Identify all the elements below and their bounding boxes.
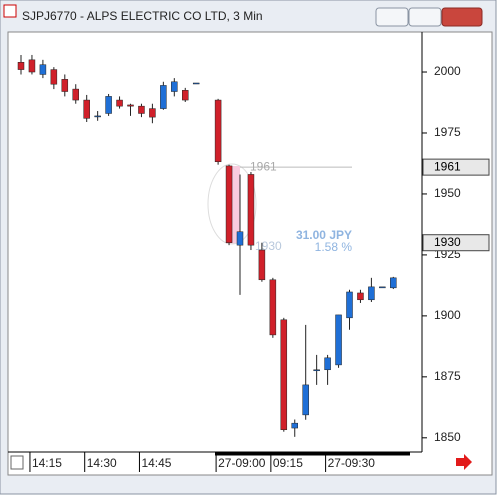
candle-body	[379, 286, 386, 289]
candle-body	[138, 105, 145, 114]
candle-body	[192, 82, 200, 85]
candle-body	[236, 231, 244, 246]
candle-body	[83, 99, 90, 119]
y-tick-label: 1875	[434, 369, 461, 383]
candle-body	[280, 319, 288, 431]
candle-body	[28, 59, 36, 73]
scroll-box[interactable]	[10, 455, 24, 470]
x-tick-label: 09:15	[273, 456, 303, 470]
x-tick-label: 14:30	[87, 456, 117, 470]
marker-label: 1961	[250, 159, 277, 173]
price-marker-label: 1961	[434, 159, 461, 173]
minimize-button[interactable]	[375, 7, 409, 27]
candle-body	[127, 104, 134, 107]
app-icon	[3, 4, 17, 18]
candle-body	[313, 369, 320, 372]
y-tick-label: 2000	[434, 64, 461, 78]
window-title: SJPJ6770 - ALPS ELECTRIC CO LTD, 3 Min	[22, 9, 263, 23]
maximize-button[interactable]	[408, 7, 442, 27]
candle-body	[149, 108, 156, 118]
candle-body	[269, 279, 277, 336]
x-tick-label: 14:45	[141, 456, 171, 470]
candle-body	[105, 96, 112, 114]
y-tick-label: 1975	[434, 125, 461, 139]
candle-body	[116, 99, 123, 107]
x-tick-label: 27-09:00	[218, 456, 266, 470]
scroll-arrow[interactable]	[456, 454, 472, 470]
price-marker-box	[422, 234, 490, 252]
candle-body	[50, 69, 58, 85]
candle-body	[302, 384, 309, 416]
candle-body	[258, 249, 266, 281]
candle-body	[346, 291, 353, 319]
candle-body	[171, 81, 178, 92]
candle-body	[390, 277, 397, 289]
candle-body	[214, 99, 222, 163]
candle-body	[357, 292, 364, 301]
candle-body	[324, 357, 331, 371]
y-tick-label: 1950	[434, 186, 461, 200]
candle-body	[39, 64, 47, 75]
candle-body	[291, 422, 298, 429]
measure-percent: 1.58 %	[315, 240, 353, 254]
candle-body	[247, 174, 255, 246]
candle-body	[335, 314, 342, 366]
candle-body	[160, 85, 167, 109]
close-button[interactable]	[441, 7, 483, 27]
price-marker-box	[422, 158, 490, 176]
candle-body	[17, 62, 25, 70]
selection-ellipse	[207, 163, 257, 245]
x-tick-label: 27-09:30	[328, 456, 376, 470]
measure-change: 31.00 JPY	[296, 228, 352, 242]
candle-body	[182, 90, 189, 101]
y-tick-label: 1850	[434, 430, 461, 444]
x-tick-label: 14:15	[32, 456, 62, 470]
candle-body	[61, 79, 69, 92]
candle-body	[72, 88, 79, 101]
price-marker-label: 1930	[434, 235, 461, 249]
y-tick-label: 1900	[434, 308, 461, 322]
candle-body	[225, 165, 233, 243]
candle-body	[94, 115, 101, 118]
chart-area	[7, 31, 493, 476]
candle-body	[368, 286, 375, 301]
